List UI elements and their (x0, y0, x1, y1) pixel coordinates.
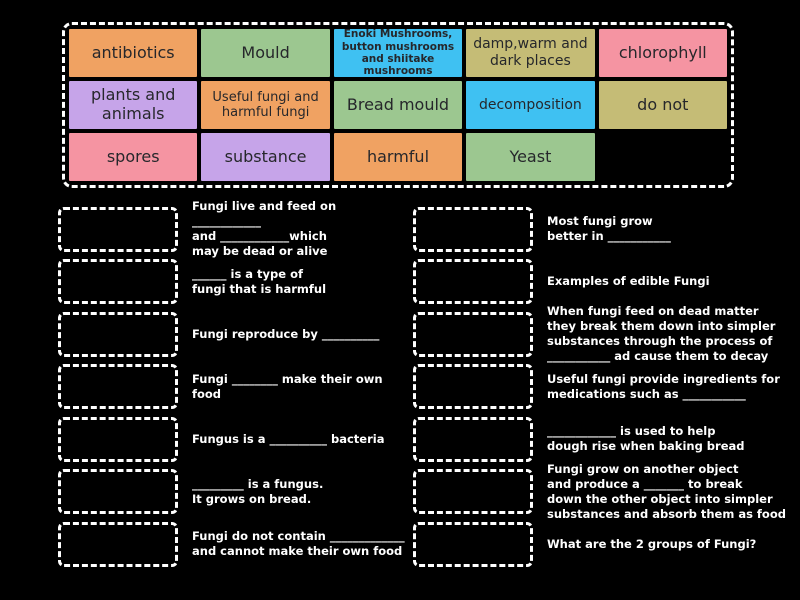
answer-dropzone[interactable] (413, 469, 533, 515)
bank-tile[interactable]: damp,warm and dark places (466, 29, 595, 77)
answer-dropzone[interactable] (413, 259, 533, 305)
question-text: Useful fungi provide ingredients for med… (547, 371, 780, 401)
answer-bank: antibiotics Mould Enoki Mushrooms, butto… (62, 22, 734, 188)
question-row: ____________ is used to help dough rise … (413, 413, 795, 466)
question-row: When fungi feed on dead matter they brea… (413, 304, 795, 363)
answer-dropzone[interactable] (58, 469, 178, 515)
answer-dropzone[interactable] (58, 521, 178, 567)
question-text: Fungus is a __________ bacteria (192, 431, 385, 446)
question-text: Fungi live and feed on ____________ and … (192, 199, 337, 259)
question-row: Fungi ________ make their own food (58, 361, 406, 414)
question-text: ______ is a type of fungi that is harmfu… (192, 266, 327, 296)
bank-tile[interactable]: Useful fungi and harmful fungi (201, 81, 330, 129)
bank-tile[interactable]: chlorophyll (598, 29, 727, 77)
question-text: What are the 2 groups of Fungi? (547, 536, 757, 551)
question-text: ____________ is used to help dough rise … (547, 424, 745, 454)
question-text: _________ is a fungus. It grows on bread… (192, 476, 324, 506)
bank-tile[interactable]: Yeast (466, 133, 595, 181)
answer-dropzone[interactable] (58, 206, 178, 252)
bank-tile[interactable]: do not (598, 81, 727, 129)
question-text: Fungi reproduce by __________ (192, 326, 380, 341)
question-text: Most fungi grow better in ___________ (547, 214, 671, 244)
question-text: Fungi grow on another object and produce… (547, 461, 786, 521)
bank-tile[interactable]: decomposition (466, 81, 595, 129)
question-row: Examples of edible Fungi (413, 256, 795, 309)
question-row: Fungi grow on another object and produce… (413, 462, 795, 521)
answer-dropzone[interactable] (413, 521, 533, 567)
question-row: _________ is a fungus. It grows on bread… (58, 466, 406, 519)
bank-tile[interactable]: antibiotics (69, 29, 198, 77)
question-text: Examples of edible Fungi (547, 274, 710, 289)
answer-dropzone[interactable] (58, 259, 178, 305)
question-row: Useful fungi provide ingredients for med… (413, 361, 795, 414)
question-text: When fungi feed on dead matter they brea… (547, 304, 776, 364)
answer-dropzone[interactable] (413, 311, 533, 357)
question-row: Most fungi grow better in ___________ (413, 203, 795, 256)
answer-dropzone[interactable] (58, 364, 178, 410)
answer-dropzone[interactable] (413, 364, 533, 410)
bank-tile[interactable]: spores (69, 133, 198, 181)
answer-dropzone[interactable] (58, 311, 178, 357)
bank-tile[interactable]: harmful (333, 133, 463, 181)
answer-dropzone[interactable] (58, 416, 178, 462)
question-row: Fungus is a __________ bacteria (58, 413, 406, 466)
question-column-right: Most fungi grow better in ___________ Ex… (413, 203, 795, 571)
bank-tile[interactable]: Mould (201, 29, 330, 77)
question-row: Fungi do not contain _____________ and c… (58, 518, 406, 571)
question-row: ______ is a type of fungi that is harmfu… (58, 256, 406, 309)
bank-tile[interactable]: Enoki Mushrooms, button mushrooms and sh… (333, 28, 463, 77)
bank-tile[interactable]: substance (201, 133, 330, 181)
bank-tile[interactable]: plants and animals (69, 81, 198, 129)
answer-dropzone[interactable] (413, 416, 533, 462)
question-row: What are the 2 groups of Fungi? (413, 518, 795, 571)
question-text: Fungi ________ make their own food (192, 371, 383, 401)
question-text: Fungi do not contain _____________ and c… (192, 529, 405, 559)
answer-dropzone[interactable] (413, 206, 533, 252)
bank-tile[interactable]: Bread mould (333, 81, 463, 129)
question-row: Fungi live and feed on ____________ and … (58, 199, 406, 258)
question-row: Fungi reproduce by __________ (58, 308, 406, 361)
question-column-left: Fungi live and feed on ____________ and … (58, 199, 406, 571)
